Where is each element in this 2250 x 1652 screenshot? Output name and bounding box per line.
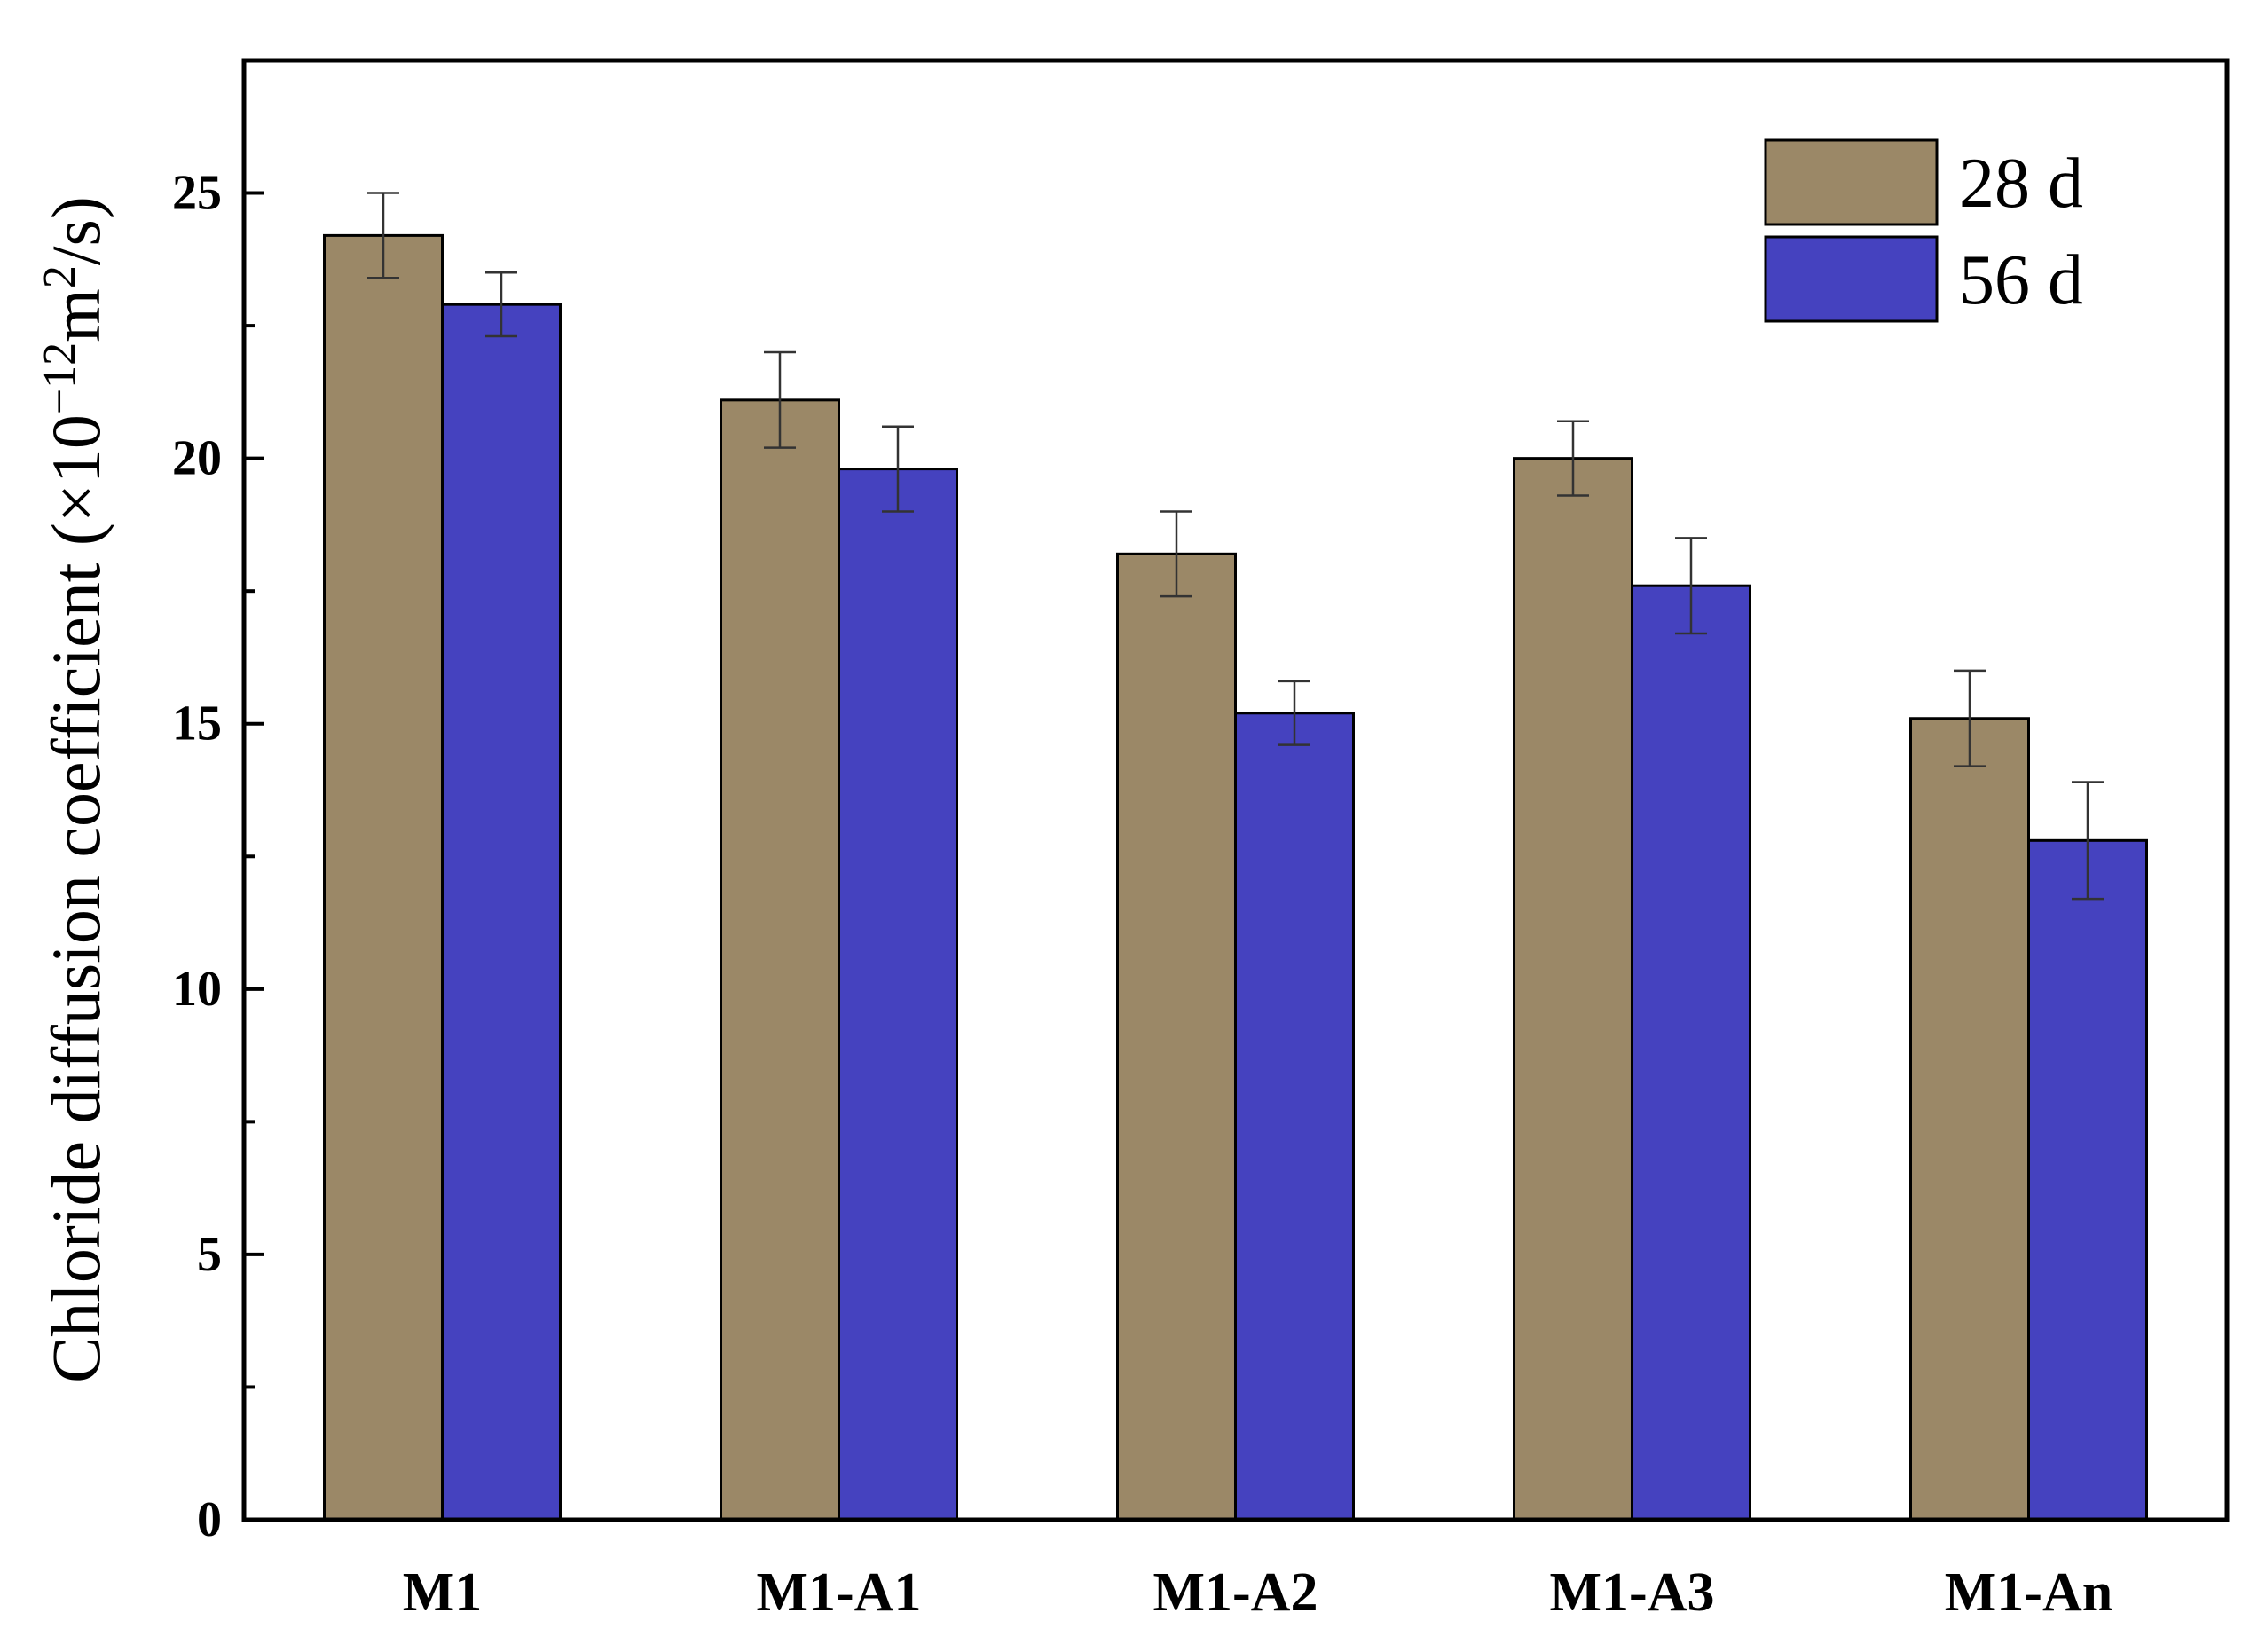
x-axis-labels: M1 M1-A1 M1-A2 M1-A3 M1-An: [403, 1562, 2112, 1623]
x-category-label: M1-A3: [1550, 1562, 1715, 1623]
y-axis-ticks: 0 5 10 15 20 25: [172, 59, 264, 1547]
x-category-label: M1-A2: [1153, 1562, 1318, 1623]
x-category-label: M1-An: [1945, 1562, 2112, 1623]
legend-label-28d: 28 d: [1959, 145, 2083, 223]
error-bar: [1675, 537, 1707, 635]
error-bar: [485, 271, 517, 338]
y-tick-label: 5: [197, 1227, 222, 1282]
y-tick-label: 10: [172, 962, 222, 1017]
bar-56d-m1-a2: [1234, 712, 1355, 1522]
y-tick-label: 20: [172, 431, 222, 486]
plot-frame: [241, 58, 2230, 1522]
error-bar: [1557, 420, 1589, 497]
bar-28d-m1-a3: [1513, 457, 1633, 1522]
y-tick-label: 0: [197, 1492, 222, 1547]
legend-swatch-28d: [1764, 138, 1939, 226]
error-bars-layer: [367, 192, 2104, 901]
legend: 28 d 56 d: [1764, 138, 2083, 323]
x-category-label: M1: [403, 1562, 483, 1623]
y-tick-label: 25: [172, 166, 222, 221]
y-axis-label-unit-exponent: 2: [35, 265, 85, 288]
y-axis-label: Chloride diffusion coefficient (×10−12m2…: [35, 196, 115, 1383]
error-bar: [1160, 510, 1192, 598]
x-category-label: M1-A1: [757, 1562, 922, 1623]
error-bar: [882, 425, 914, 513]
legend-label-56d: 56 d: [1959, 241, 2083, 319]
bar-28d-m1-an: [1909, 717, 2030, 1522]
bar-56d-m1-a3: [1631, 584, 1751, 1522]
error-bar: [764, 350, 796, 449]
bar-28d-m1-a2: [1116, 552, 1237, 1522]
error-bar: [2072, 781, 2104, 901]
bar-56d-m1-an: [2027, 838, 2148, 1522]
error-bar: [1278, 680, 1310, 746]
bar-28d-m1-a1: [720, 398, 840, 1522]
bar-56d-m1-a1: [838, 468, 958, 1522]
error-bar: [367, 192, 399, 279]
legend-swatch-56d: [1764, 235, 1939, 323]
y-axis-label-exponent: −12: [35, 342, 85, 414]
y-tick-label: 15: [172, 696, 222, 751]
bar-56d-m1: [441, 303, 562, 1522]
bars-layer: [323, 233, 2148, 1522]
error-bar: [1954, 669, 1986, 767]
bar-28d-m1: [323, 233, 444, 1522]
